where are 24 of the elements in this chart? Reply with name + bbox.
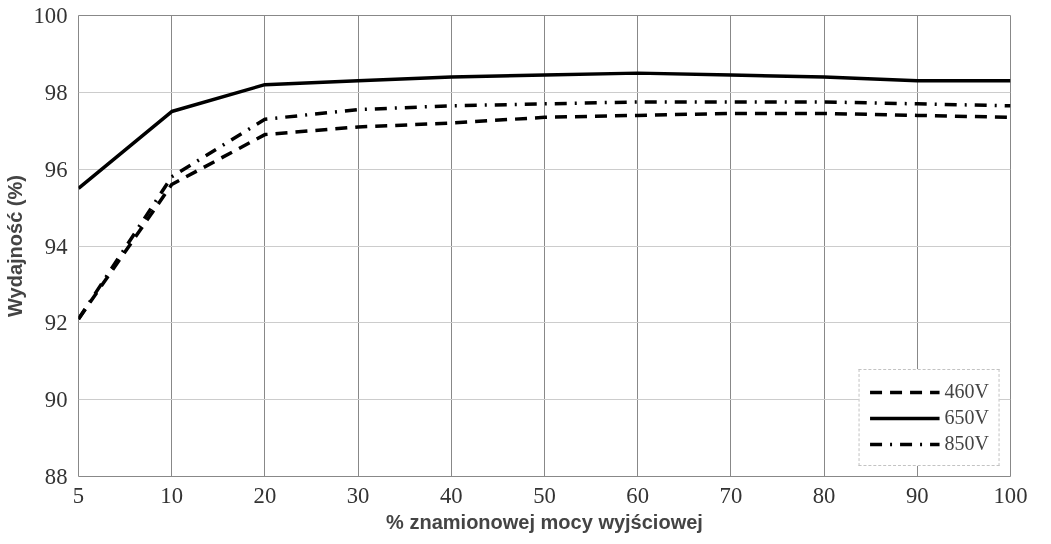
x-tick-label: 10 — [160, 482, 184, 508]
legend-label: 650V — [944, 406, 989, 429]
x-tick-label: 5 — [72, 482, 85, 508]
y-tick-label: 98 — [44, 79, 68, 105]
y-tick-label: 92 — [44, 310, 68, 336]
x-tick-label: 70 — [719, 482, 743, 508]
y-tick-label: 88 — [44, 464, 68, 489]
x-tick-label: 80 — [812, 482, 836, 508]
line-series — [78, 71, 1011, 191]
y-tick-label: 96 — [44, 156, 68, 182]
legend-label: 850V — [944, 432, 989, 455]
y-tick-label: 100 — [33, 3, 68, 28]
x-tick-label: 20 — [253, 482, 277, 508]
x-tick-label: 100 — [993, 482, 1028, 508]
x-tick-label: 40 — [439, 482, 463, 508]
x-tick-label: 60 — [626, 482, 650, 508]
y-tick-label: 94 — [44, 233, 68, 259]
x-tick-label: 30 — [346, 482, 370, 508]
x-tick-label: 90 — [905, 482, 929, 508]
x-tick-label: 50 — [533, 482, 556, 508]
y-axis-title: Wydajność (%) — [3, 175, 26, 317]
y-tick-label: 90 — [44, 387, 68, 413]
legend-label: 460V — [944, 380, 989, 403]
x-axis-title: % znamionowej mocy wyjściowej — [386, 510, 703, 533]
